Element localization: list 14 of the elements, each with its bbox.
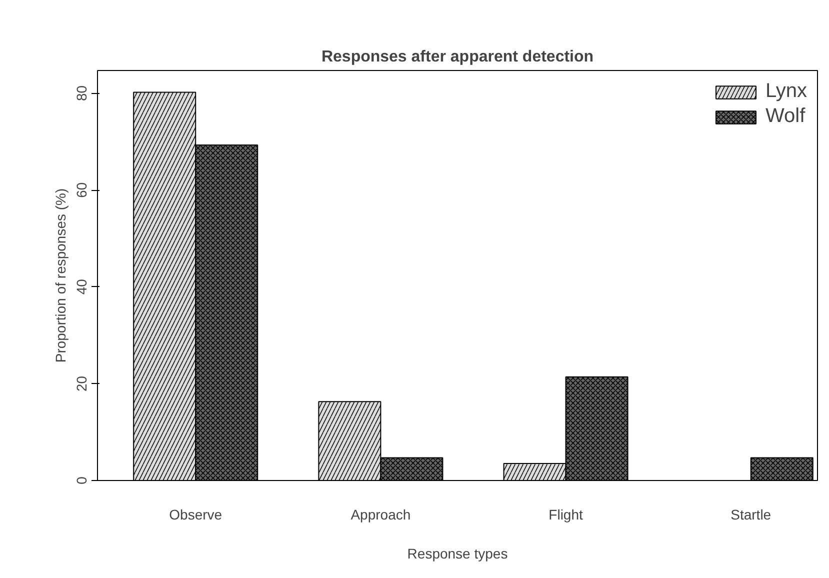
legend-label: Wolf xyxy=(765,105,806,128)
y-tick-label: 60 xyxy=(74,182,90,198)
y-tick-label: 80 xyxy=(74,85,90,102)
y-tick-label: 40 xyxy=(74,278,90,295)
y-axis-title: Proportion of responses (%) xyxy=(52,188,68,363)
x-tick-label: Startle xyxy=(730,506,772,522)
y-tick-label: 20 xyxy=(74,376,90,392)
x-tick-label: Observe xyxy=(169,506,222,522)
y-tick-label: 0 xyxy=(74,476,90,484)
x-tick-label: Flight xyxy=(548,506,584,522)
x-axis-title: Response types xyxy=(407,546,508,562)
legend-label: Lynx xyxy=(765,80,807,103)
chart-title: Responses after apparent detection xyxy=(321,48,594,66)
x-tick-label: Approach xyxy=(350,506,411,522)
